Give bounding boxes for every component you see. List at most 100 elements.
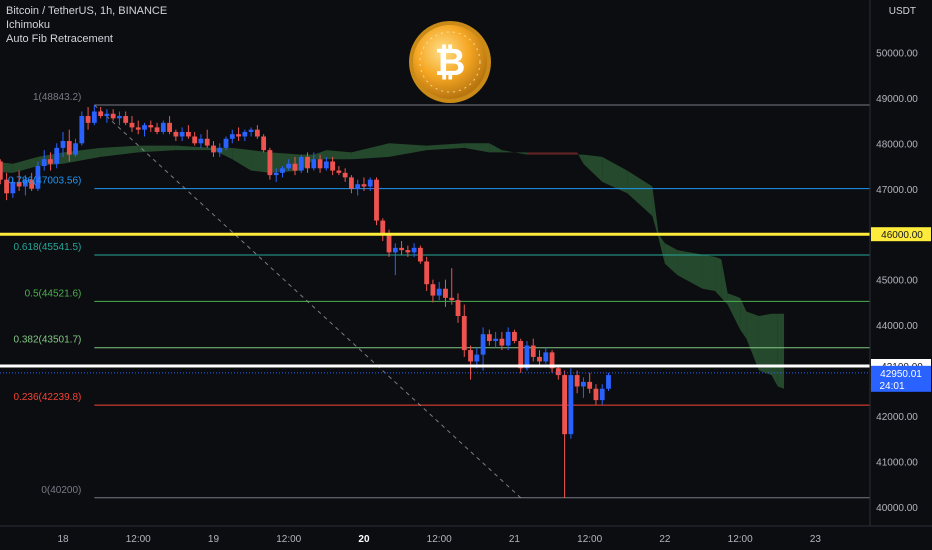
candle-body[interactable] (405, 250, 411, 253)
candle-body[interactable] (267, 150, 273, 176)
candle-body[interactable] (530, 345, 536, 357)
candle-body[interactable] (60, 141, 66, 148)
candle-body[interactable] (330, 161, 336, 171)
candle-body[interactable] (305, 156, 310, 169)
candle-body[interactable] (606, 375, 611, 389)
candle-body[interactable] (518, 341, 524, 369)
candle-body[interactable] (4, 179, 9, 194)
candle-body[interactable] (0, 161, 3, 180)
candle-body[interactable] (117, 116, 122, 119)
candle-body[interactable] (66, 141, 72, 155)
indicator-ichimoku[interactable]: Ichimoku (6, 19, 51, 31)
candle-body[interactable] (468, 350, 473, 362)
candle-body[interactable] (411, 247, 417, 253)
candle-body[interactable] (505, 331, 511, 346)
price-axis[interactable] (870, 0, 932, 526)
candle-body[interactable] (562, 375, 567, 435)
candle-body[interactable] (104, 113, 110, 117)
candle-body[interactable] (85, 116, 91, 123)
candle-body[interactable] (292, 163, 298, 171)
candle-body[interactable] (336, 170, 342, 173)
candle-body[interactable] (79, 116, 85, 144)
candle-body[interactable] (29, 179, 35, 189)
candle-body[interactable] (35, 166, 41, 189)
candle-body[interactable] (499, 338, 505, 346)
candle-body[interactable] (211, 145, 216, 153)
candle-body[interactable] (273, 172, 279, 176)
indicator-auto-fib[interactable]: Auto Fib Retracement (6, 33, 113, 45)
candle-body[interactable] (512, 331, 517, 342)
candle-body[interactable] (186, 131, 191, 137)
candle-body[interactable] (568, 375, 574, 435)
candle-body[interactable] (254, 129, 260, 137)
candle-body[interactable] (198, 138, 204, 144)
candle-body[interactable] (110, 113, 116, 119)
candle-body[interactable] (167, 122, 172, 132)
candle-body[interactable] (449, 297, 455, 301)
candle-body[interactable] (587, 381, 593, 389)
candle-body[interactable] (599, 388, 605, 401)
candle-body[interactable] (549, 352, 555, 369)
candle-body[interactable] (248, 129, 254, 132)
candle-body[interactable] (298, 156, 304, 171)
candle-body[interactable] (386, 234, 392, 253)
candle-body[interactable] (493, 338, 499, 342)
fib-trend-line[interactable] (94, 104, 522, 499)
time-axis[interactable] (0, 526, 932, 550)
candle-body[interactable] (154, 127, 160, 132)
candle-body[interactable] (129, 122, 135, 128)
candle-body[interactable] (555, 368, 561, 376)
candle-body[interactable] (593, 388, 599, 401)
candle-body[interactable] (311, 159, 317, 169)
candle-body[interactable] (142, 125, 147, 130)
candle-body[interactable] (342, 172, 348, 178)
candle-body[interactable] (98, 111, 104, 117)
candle-body[interactable] (417, 247, 423, 262)
candle-body[interactable] (54, 147, 60, 164)
candle-body[interactable] (148, 125, 154, 128)
candle-body[interactable] (443, 288, 448, 298)
price-level-tag[interactable] (871, 227, 931, 242)
candle-body[interactable] (135, 127, 141, 130)
candle-body[interactable] (392, 247, 398, 253)
candle-body[interactable] (286, 163, 292, 169)
candle-body[interactable] (261, 136, 267, 151)
candle-body[interactable] (424, 261, 430, 285)
candle-body[interactable] (22, 179, 28, 187)
symbol-title[interactable]: Bitcoin / TetherUS, 1h, BINANCE (6, 5, 168, 17)
candle-body[interactable] (430, 284, 436, 296)
candle-body[interactable] (229, 134, 235, 139)
candle-body[interactable] (41, 159, 47, 167)
candle-body[interactable] (399, 247, 404, 251)
candle-body[interactable] (317, 159, 323, 169)
candle-body[interactable] (380, 220, 386, 235)
candle-body[interactable] (280, 168, 285, 173)
candle-body[interactable] (48, 159, 53, 164)
candle-body[interactable] (73, 143, 78, 155)
candle-body[interactable] (581, 381, 586, 387)
candle-body[interactable] (486, 334, 492, 342)
candle-body[interactable] (436, 288, 442, 296)
candle-body[interactable] (574, 375, 580, 387)
candle-body[interactable] (160, 122, 166, 132)
candle-body[interactable] (242, 131, 248, 137)
candle-body[interactable] (349, 177, 354, 189)
candle-body[interactable] (173, 131, 179, 137)
candle-body[interactable] (223, 138, 229, 148)
candle-body[interactable] (123, 116, 129, 123)
candle-body[interactable] (355, 184, 361, 189)
candle-body[interactable] (204, 138, 210, 146)
candle-body[interactable] (323, 161, 329, 169)
candle-body[interactable] (455, 300, 461, 317)
candle-body[interactable] (374, 179, 379, 221)
candle-body[interactable] (16, 181, 22, 187)
candle-body[interactable] (91, 111, 97, 123)
candle-body[interactable] (217, 147, 223, 153)
candle-body[interactable] (367, 179, 373, 187)
candle-body[interactable] (524, 345, 530, 369)
candle-body[interactable] (461, 316, 467, 351)
candle-body[interactable] (179, 131, 185, 137)
candle-body[interactable] (480, 334, 486, 355)
candle-body[interactable] (10, 181, 16, 194)
